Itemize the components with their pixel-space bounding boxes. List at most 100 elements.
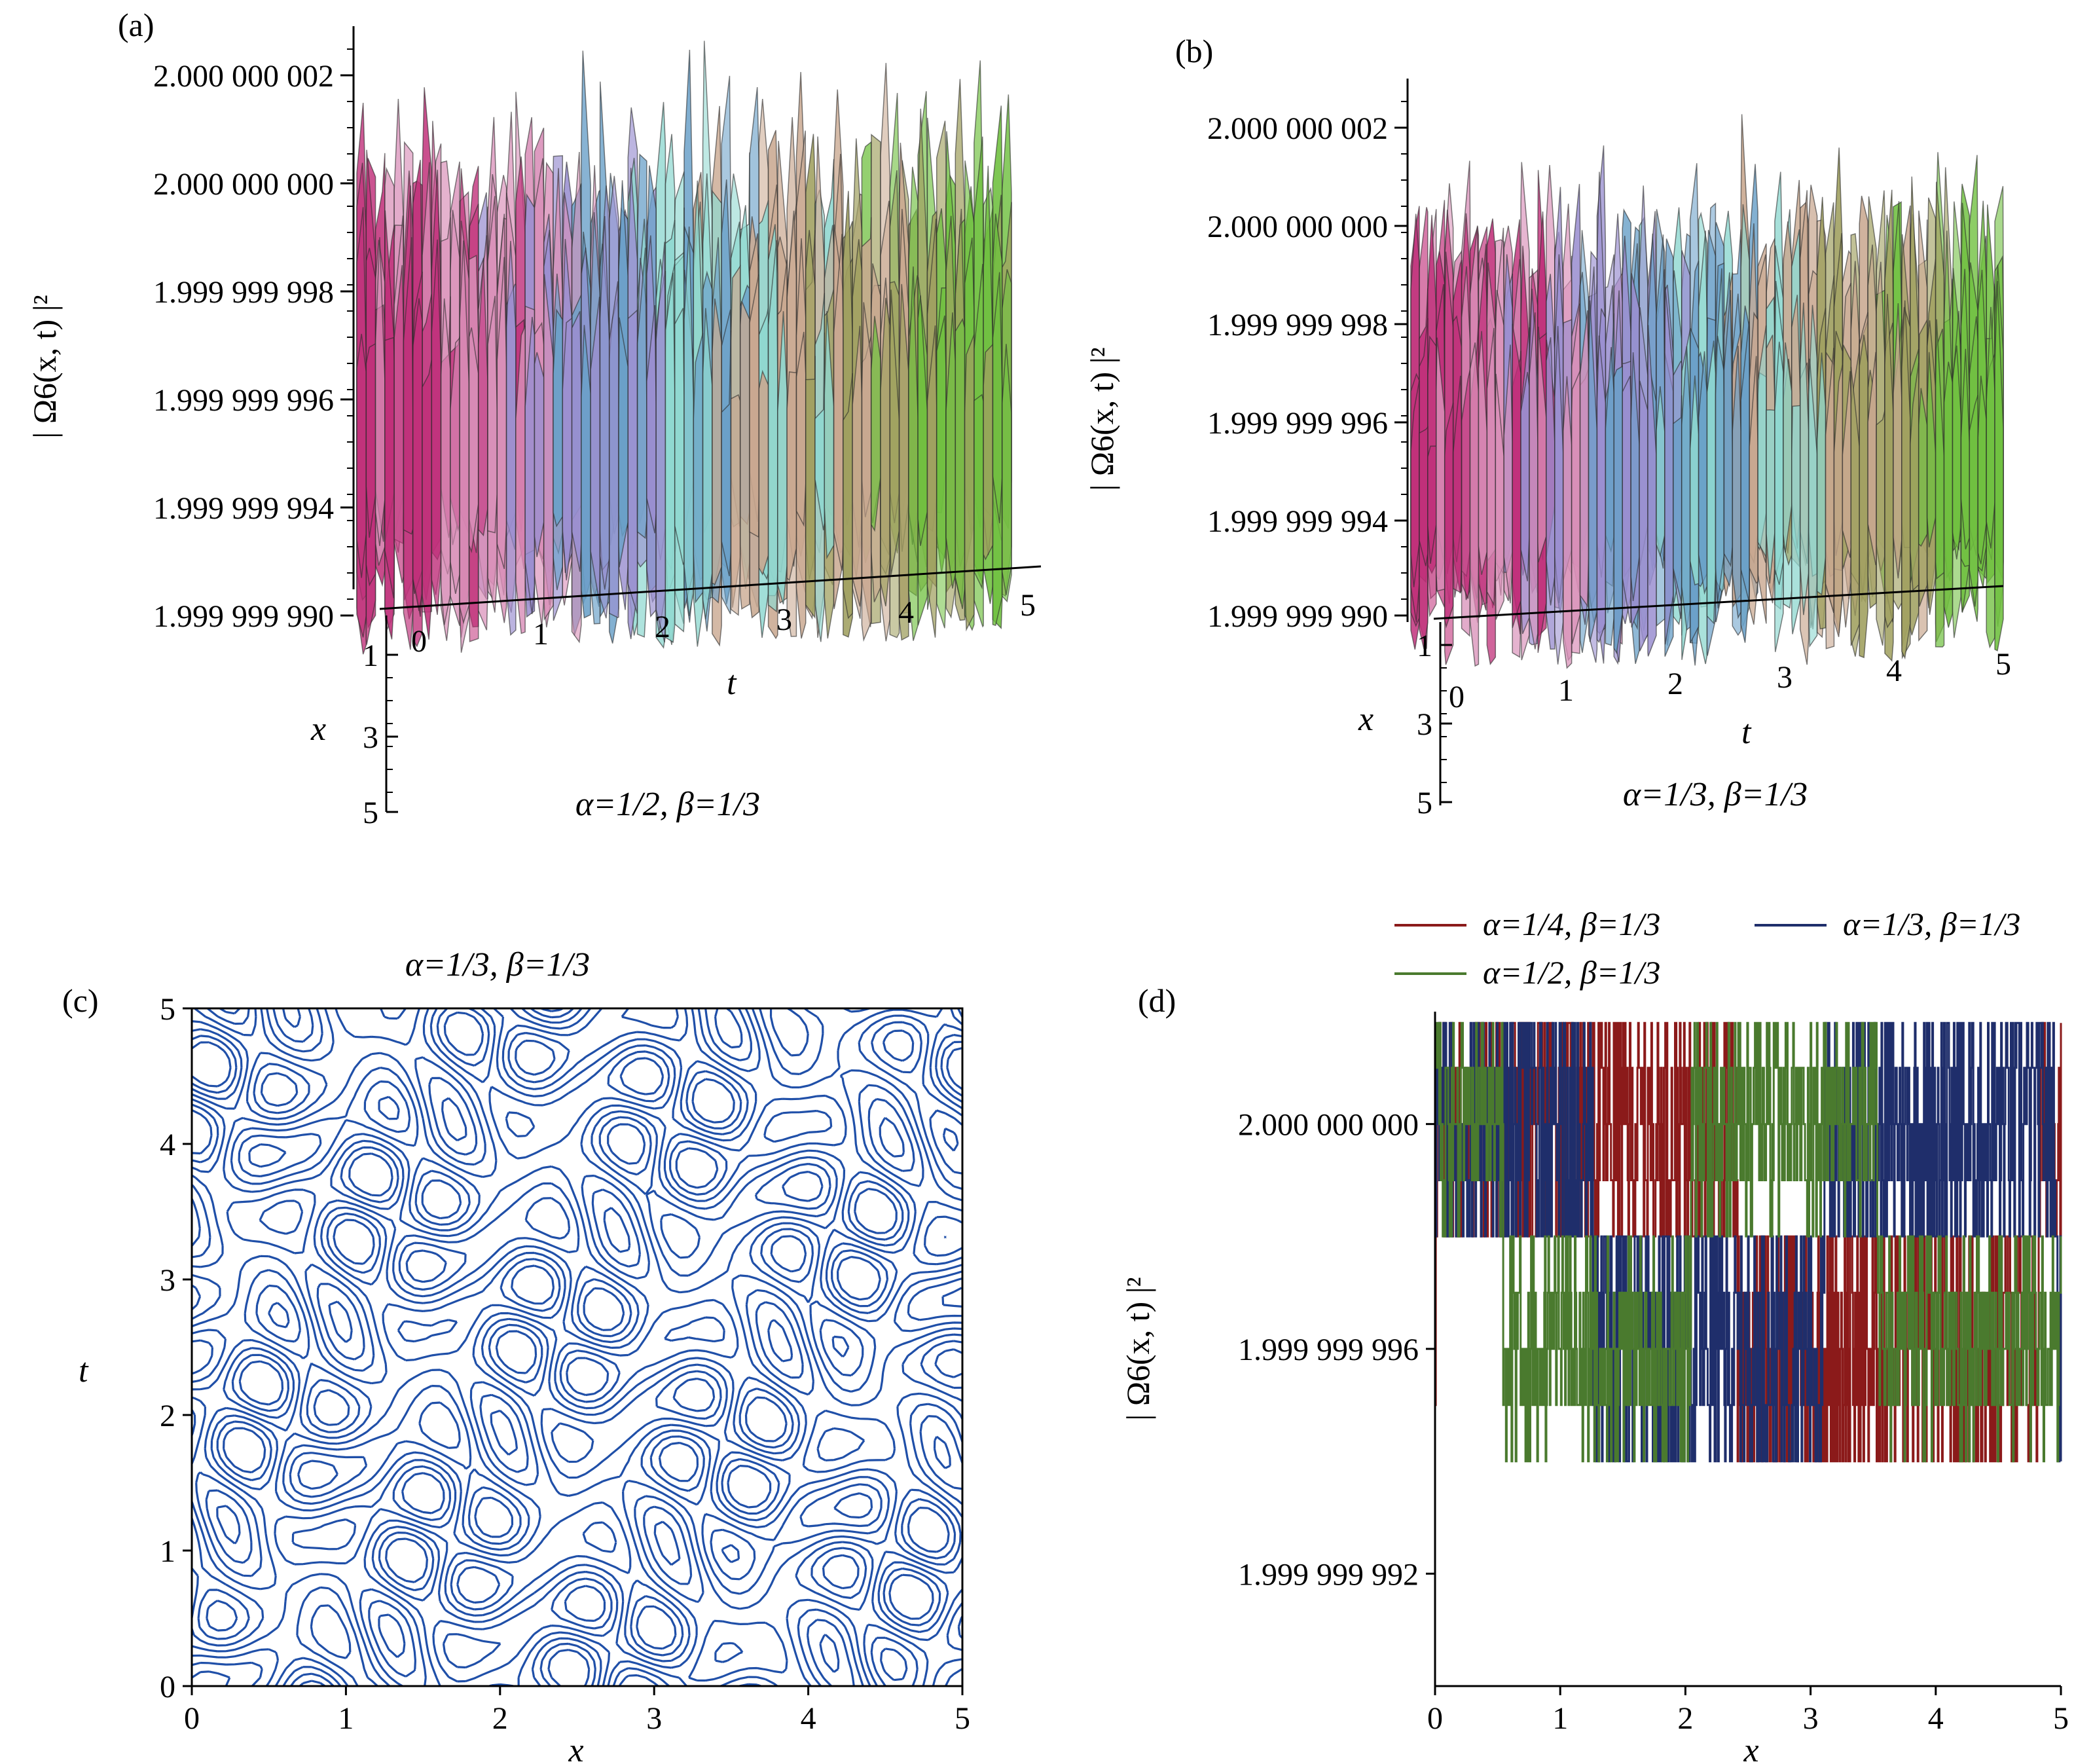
y-tick-label: 2 [160,1399,175,1433]
surface-facet [1495,373,1504,620]
surface-facet [1689,375,1700,586]
t-tick-label: 4 [898,595,914,630]
panel-b-z-label: | Ω6(x, t) |² [1083,347,1120,490]
z-tick-label: 2.000 000 000 [1207,210,1388,244]
surface-facet [636,248,647,540]
surface-facet [1613,365,1623,655]
surface-facet [1571,371,1581,644]
x-tick-label: 4 [1928,1701,1944,1736]
z-tick-label: 1.999 999 994 [153,491,334,526]
surface-facet [562,317,573,581]
t-tick-label: 1 [1558,673,1574,708]
surface-facet [534,352,545,557]
x-tick-label: 1 [363,638,378,673]
panel-b-t-axis [1433,585,2004,620]
y-tick-label: 1.999 999 992 [1238,1557,1419,1592]
surface-facet [1444,403,1454,629]
t-tick-label: 1 [533,617,549,652]
z-tick-label: 2.000 000 000 [153,167,334,202]
panel-d-label: (d) [1138,982,1176,1019]
surface-facet [1512,323,1521,628]
surface-facet [1884,293,1894,629]
x-tick-label: 3 [1803,1701,1819,1736]
surface-facet [581,325,591,619]
surface-facet [1994,281,2004,652]
surface-facet [1859,335,1868,659]
panel-a: (a) 2.000 000 002 2.000 000 000 1.999 999 … [26,7,1042,830]
x-tick-label: 5 [1417,786,1432,820]
x-tick-label: 1 [1552,1701,1568,1736]
surface-facet [1808,358,1818,648]
surface-facet [1520,372,1530,581]
surface-facet [712,298,722,585]
surface-facet [1774,341,1784,585]
panel-c-label: (c) [62,982,99,1019]
t-tick-label: 0 [411,624,427,659]
surface-facet [880,297,891,606]
surface-facet [1943,361,1954,628]
panel-d-lines [1434,1021,2062,1463]
surface-facet [440,298,451,625]
surface-facet [1673,395,1683,601]
series-line-2 [1434,1021,2062,1463]
y-tick-label: 4 [160,1128,175,1162]
surface-facet [805,356,816,619]
surface-facet [1952,345,1962,560]
contour-lines [191,1007,964,1687]
panel-b-x-label: x [1358,701,1374,738]
surface-facet [393,265,405,583]
surface-facet [1969,395,1978,607]
surface-facet [459,240,470,625]
panel-c-y-ticks: 0 1 2 3 4 5 [160,992,192,1704]
z-tick-label: 1.999 999 994 [1207,504,1388,539]
x-tick-label: 1 [338,1701,354,1736]
surface-facet [1664,286,1674,645]
surface-facet [524,316,536,614]
z-tick-label: 1.999 999 996 [153,383,334,418]
surface-facet [356,333,367,578]
x-tick-label: 5 [363,796,378,830]
panel-d-x-label: x [1743,1732,1758,1764]
panel-a-t-axis [379,565,1042,610]
surface-facet [553,308,564,528]
z-tick-label: 1.999 999 996 [1207,406,1388,441]
surface-facet [1918,388,1928,547]
surface-facet [936,315,947,629]
legend-label-series-3: α=1/2, β=1/3 [1483,954,1660,991]
surface-facet [974,394,984,590]
surface-facet [683,227,695,616]
surface-facet [908,266,919,641]
surface-facet [1876,410,1885,646]
surface-facet [814,332,826,530]
surface-facet [1529,312,1538,650]
surface-facet [1706,340,1717,625]
t-tick-label: 5 [1995,647,2011,682]
surface-facet [1910,363,1920,591]
surface-facet [674,308,685,566]
surface-facet [608,281,619,619]
z-tick-label: 1.999 999 998 [153,275,334,310]
surface-facet [824,310,835,560]
panel-d-x-ticks: 0 1 2 3 4 5 [1427,1686,2069,1736]
surface-facet [627,309,638,614]
panel-b-t-ticks: 0 1 2 3 4 5 [1449,647,2011,714]
t-tick-label: 2 [655,610,670,644]
y-tick-label: 0 [160,1670,175,1704]
panel-a-z-ticks: 2.000 000 002 2.000 000 000 1.999 999 998 1… [153,48,354,634]
x-tick-label: 4 [801,1701,816,1736]
panel-c-frame [191,1007,964,1687]
surface-facet [1469,342,1480,667]
panel-a-t-label: t [727,665,737,702]
t-tick-label: 3 [1777,660,1793,695]
panel-b-surface [1410,114,2004,669]
panel-a-caption: α=1/2, β=1/3 [575,786,760,823]
z-tick-label: 1.999 999 990 [1207,599,1388,634]
z-tick-label: 1.999 999 990 [153,599,334,634]
panel-a-label: (a) [118,7,155,43]
panel-b-caption: α=1/3, β=1/3 [1623,776,1808,813]
x-tick-label: 5 [2053,1701,2069,1736]
y-tick-label: 3 [160,1263,175,1298]
surface-facet [1419,426,1429,566]
surface-facet [1410,380,1420,587]
